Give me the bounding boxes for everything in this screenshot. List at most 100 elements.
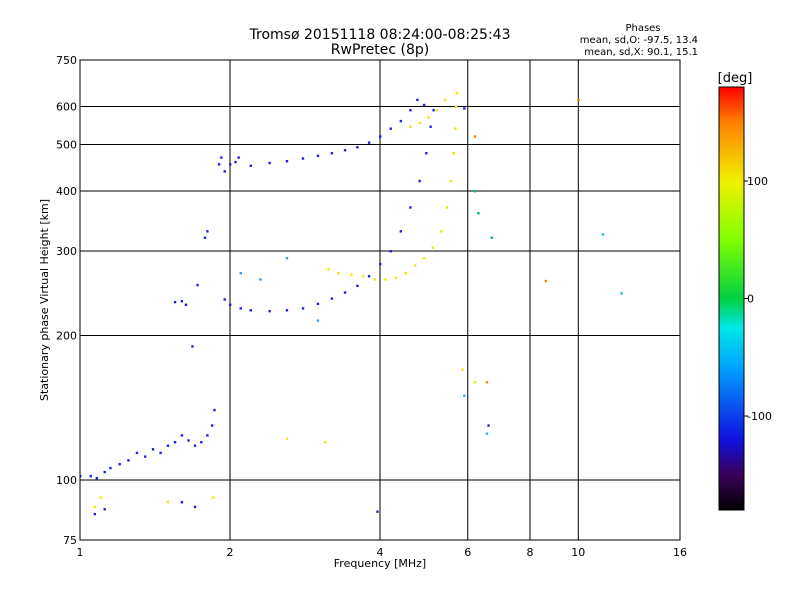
- data-point: [620, 292, 623, 295]
- data-point: [103, 508, 106, 511]
- data-point: [93, 512, 97, 516]
- x-tick-label: 16: [673, 546, 687, 559]
- data-point: [413, 264, 417, 267]
- data-point: [184, 303, 188, 306]
- data-point: [432, 109, 435, 112]
- data-point: [234, 160, 237, 164]
- data-point: [452, 152, 455, 155]
- data-point: [473, 190, 477, 193]
- y-axis-label: Stationary phase Virtual Height [km]: [38, 199, 51, 401]
- colorbar-tick-label: 100: [747, 175, 768, 188]
- data-point: [301, 307, 305, 310]
- data-point: [449, 179, 453, 183]
- data-point: [435, 109, 439, 112]
- data-point: [439, 230, 443, 233]
- data-point: [285, 257, 289, 260]
- data-point: [196, 283, 199, 287]
- data-point: [409, 206, 412, 209]
- stats-line-o: mean, sd,O: -97.5, 13.4: [580, 35, 698, 46]
- data-point: [399, 230, 403, 233]
- data-point: [327, 268, 330, 271]
- data-point: [191, 345, 194, 348]
- data-point: [343, 149, 347, 152]
- data-point: [173, 441, 177, 444]
- data-point: [429, 125, 432, 128]
- data-point: [394, 276, 398, 280]
- data-point: [367, 275, 371, 278]
- data-point: [404, 271, 407, 275]
- data-point: [99, 496, 103, 499]
- data-point: [399, 119, 403, 123]
- y-tick-label: 400: [56, 185, 77, 198]
- data-point: [193, 505, 197, 509]
- data-point: [409, 109, 412, 112]
- data-point: [239, 307, 242, 310]
- data-point: [229, 303, 232, 306]
- data-point: [350, 273, 353, 276]
- data-point: [229, 163, 232, 166]
- data-point: [473, 381, 477, 384]
- y-axis-ticks: 75 100 200 300 400 500 600 750: [56, 54, 77, 547]
- data-point: [485, 381, 489, 384]
- data-point: [323, 441, 327, 444]
- data-point: [173, 300, 177, 304]
- data-point: [443, 98, 447, 102]
- x-tick-label: 1: [77, 546, 84, 559]
- data-point: [330, 152, 334, 155]
- data-point: [379, 135, 382, 138]
- data-point: [384, 278, 387, 281]
- data-point: [416, 98, 419, 102]
- colorbar-tick-label: -100: [747, 410, 772, 423]
- data-point: [159, 451, 162, 455]
- data-point: [80, 474, 82, 478]
- data-point: [316, 154, 320, 158]
- data-point: [285, 437, 289, 440]
- data-point: [422, 103, 426, 107]
- data-point: [143, 455, 147, 458]
- x-tick-label: 10: [571, 546, 585, 559]
- data-point: [379, 262, 382, 266]
- data-point: [367, 141, 371, 144]
- x-tick-label: 2: [227, 546, 234, 559]
- data-points: [80, 92, 623, 516]
- stats-line-x: mean, sd,X: 90.1, 15.1: [584, 47, 698, 58]
- data-point: [223, 298, 226, 301]
- data-point: [180, 300, 184, 303]
- data-point: [337, 271, 340, 275]
- chart-title: Tromsø 20151118 08:24:00-08:25:43: [249, 27, 511, 43]
- data-point: [217, 163, 221, 166]
- data-point: [373, 278, 376, 281]
- data-point: [151, 448, 155, 451]
- data-point: [268, 161, 271, 165]
- data-point: [544, 279, 548, 283]
- data-point: [454, 105, 458, 108]
- data-point: [463, 107, 466, 110]
- data-point: [487, 424, 490, 427]
- data-point: [454, 127, 457, 130]
- data-point: [187, 439, 190, 442]
- data-point: [249, 164, 253, 167]
- y-tick-label: 100: [56, 474, 77, 487]
- data-point: [135, 451, 139, 455]
- x-tick-label: 8: [527, 546, 534, 559]
- x-tick-label: 6: [464, 546, 471, 559]
- data-point: [418, 121, 421, 125]
- data-point: [103, 470, 106, 474]
- data-point: [210, 424, 214, 427]
- data-point: [127, 459, 130, 462]
- colorbar-ticks: 100 0 -100: [744, 175, 772, 423]
- data-point: [427, 116, 430, 119]
- x-axis-ticks: 1 2 4 6 8 10 16: [77, 546, 688, 559]
- data-point: [268, 309, 271, 313]
- data-point: [109, 466, 112, 470]
- data-point: [200, 441, 203, 444]
- y-tick-label: 750: [56, 54, 77, 67]
- data-point: [356, 284, 359, 288]
- data-point: [376, 510, 379, 513]
- data-point: [206, 434, 209, 437]
- data-point: [463, 394, 466, 397]
- data-point: [180, 500, 184, 504]
- data-point: [166, 444, 170, 447]
- data-point: [362, 275, 365, 278]
